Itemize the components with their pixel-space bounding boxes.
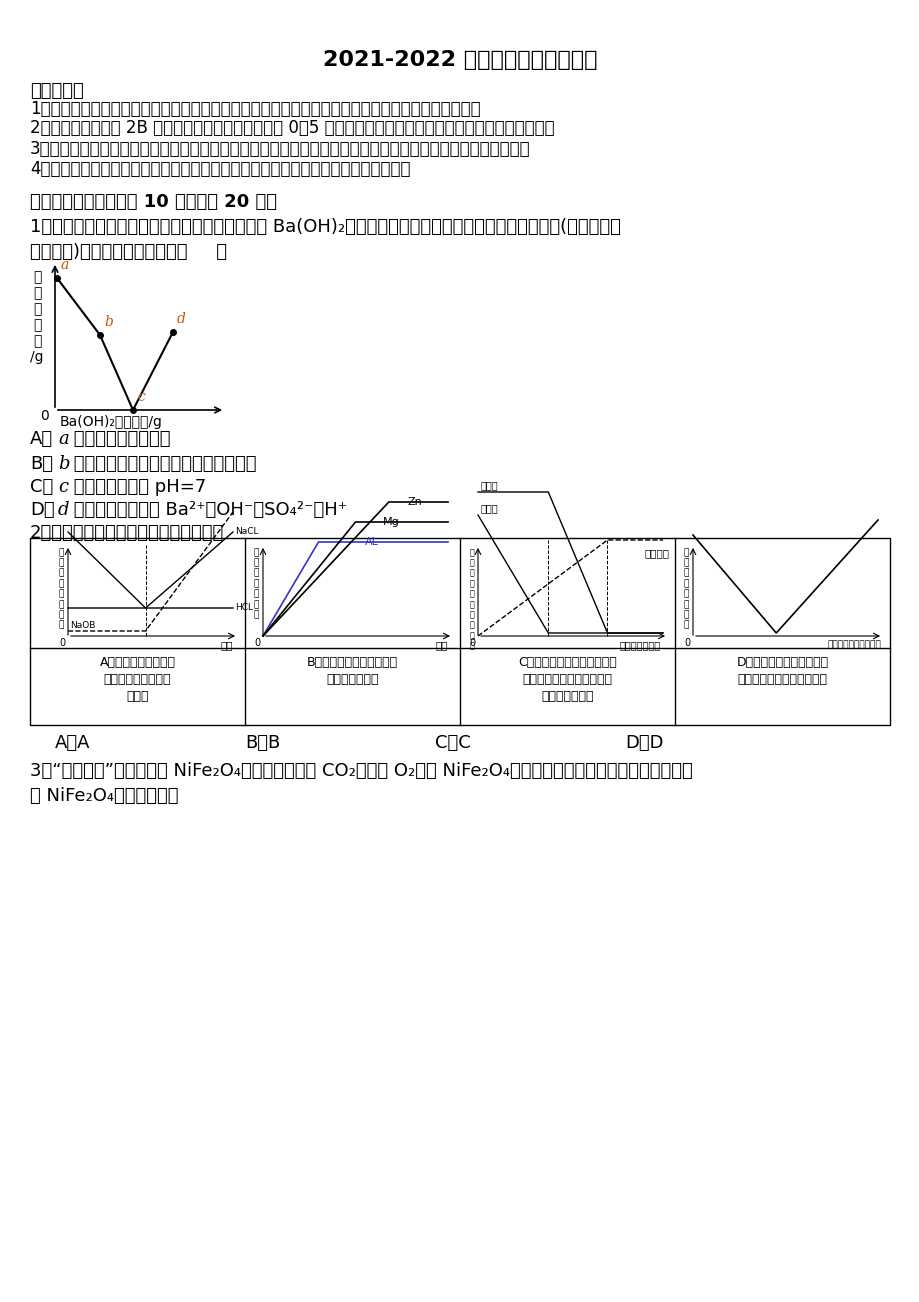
Text: 注意事项：: 注意事项： [30,82,84,100]
Text: NaOB: NaOB [70,621,96,630]
Text: Ba(OH)₂溶液质量/g: Ba(OH)₂溶液质量/g [60,415,163,428]
Text: HCL: HCL [234,604,253,612]
Text: NaCL: NaCL [234,527,258,536]
Text: 3．“神舟六号”太空船利用 NiFe₂O₄将航天员呼出的 CO₂转化为 O₂，而 NiFe₂O₄的质量和化学性质在反应前后都不变。: 3．“神舟六号”太空船利用 NiFe₂O₄将航天员呼出的 CO₂转化为 O₂，而… [30,762,692,780]
Text: 液混合: 液混合 [126,690,149,703]
Text: D．: D． [30,501,54,519]
Text: 产
生
氪
气
的
质
量: 产 生 氪 气 的 质 量 [254,548,259,620]
Text: 点溶液中有较多的 Ba²⁺、OH⁻、SO₄²⁻、H⁺: 点溶液中有较多的 Ba²⁺、OH⁻、SO₄²⁻、H⁺ [68,501,346,519]
Text: 定溶质质量分数的稀硫酸中: 定溶质质量分数的稀硫酸中 [737,673,826,686]
Text: 硒酸铜: 硒酸铜 [481,480,498,490]
Text: A等质量、等质量分数: A等质量、等质量分数 [99,656,176,669]
Text: A．A: A．A [55,734,90,753]
Text: /g: /g [30,350,44,365]
Text: d: d [58,501,70,519]
Text: 2021-2022 学年中考化学模拟试卷: 2021-2022 学年中考化学模拟试卷 [323,49,596,70]
Text: 时间: 时间 [435,641,448,650]
Text: 度的变化)，下列分析正确的是（     ）: 度的变化)，下列分析正确的是（ ） [30,243,227,260]
Text: 0: 0 [684,638,690,648]
Text: 0: 0 [40,409,49,423]
Text: C．C: C．C [435,734,471,753]
Text: A．: A． [30,430,53,448]
Text: B．: B． [30,454,53,473]
Text: C．: C． [30,478,53,496]
Text: 等质量分数的硒酸銀和硒酸: 等质量分数的硒酸銀和硒酸 [522,673,612,686]
Text: 2．选择题必须使用 2B 铅笔填涂；非选择题必须使用 0．5 毫米黑色字迹的签字笔书写，字体工整、笔迹清楚。: 2．选择题必须使用 2B 铅笔填涂；非选择题必须使用 0．5 毫米黑色字迹的签字… [30,118,554,137]
Text: 2．下列图像不能正确反应变化关系的是: 2．下列图像不能正确反应变化关系的是 [30,523,224,542]
Text: c: c [58,478,68,496]
Text: 时间: 时间 [221,641,233,650]
Text: 量的稀硫酸反应: 量的稀硫酸反应 [326,673,379,686]
Text: b: b [58,454,70,473]
Bar [30,538,889,725]
Text: 一、单选题（本大题共 10 小题，共 20 分）: 一、单选题（本大题共 10 小题，共 20 分） [30,193,277,211]
Text: 0: 0 [470,638,475,648]
Text: 1．答题前，考生先将自己的姓名、准考证号填写清楚，将条形码准确粘贴在考生信息条形码粘贴区。: 1．答题前，考生先将自己的姓名、准考证号填写清楚，将条形码准确粘贴在考生信息条形… [30,100,480,118]
Text: a: a [61,258,69,272]
Text: 硒酸亚鐵: 硒酸亚鐵 [644,548,669,559]
Text: a: a [58,430,69,448]
Text: 则 NiFe₂O₄在该反应中是: 则 NiFe₂O₄在该反应中是 [30,786,178,805]
Text: 1．室温时，随着向盛有稀硫酸的烧杯中逐滴加入 Ba(OH)₂溶液，烧杯内溶液中的溶质质量变化如图所示(忽略溶液温: 1．室温时，随着向盛有稀硫酸的烧杯中逐滴加入 Ba(OH)₂溶液，烧杯内溶液中的… [30,217,620,236]
Text: B．B: B．B [244,734,280,753]
Text: 的稀酸和氪氧化钓溶: 的稀酸和氪氧化钓溶 [104,673,171,686]
Text: 加入氪氧化钓固体质量: 加入氪氧化钓固体质量 [826,641,880,648]
Text: D将氪氧化钓固体加入到一: D将氪氧化钓固体加入到一 [735,656,828,669]
Text: B等质量的镁、铝、锥与足: B等质量的镁、铝、锥与足 [307,656,398,669]
Text: 点烧杯内液体的 pH=7: 点烧杯内液体的 pH=7 [68,478,206,496]
Text: Zn: Zn [407,497,422,506]
Text: 溶
液
中
各
溶
质
质
量
分
数: 溶 液 中 各 溶 质 质 量 分 数 [469,548,473,651]
Text: 溶: 溶 [33,270,41,284]
Text: AL: AL [364,536,379,547]
Text: 加入鐵粉的质量: 加入鐵粉的质量 [619,641,660,650]
Text: 硒酸銀: 硒酸銀 [481,503,498,513]
Text: 量: 量 [33,335,41,348]
Text: 溶
液
中
各
溶
质
质
量: 溶 液 中 各 溶 质 质 量 [59,548,64,630]
Text: 溶
液
溶
质
质
量
分
数: 溶 液 溶 质 质 量 分 数 [683,548,688,630]
Text: C将过量的鐵粉加入等质量，: C将过量的鐵粉加入等质量， [517,656,617,669]
Text: 质: 质 [33,286,41,299]
Text: 铜的混合溶液中: 铜的混合溶液中 [540,690,593,703]
Text: b: b [104,315,113,329]
Text: 4．保持卡面清洁，不要折叠，不要弄破、弄皱，不准使用涂改液、修正带、划纸刀。: 4．保持卡面清洁，不要折叠，不要弄破、弄皱，不准使用涂改液、修正带、划纸刀。 [30,160,410,178]
Text: 3．请按照题号顺序在各题目的答题区域内作答，超出答题区域书写的答案无效；在草稿纸、试题卷上答题无效。: 3．请按照题号顺序在各题目的答题区域内作答，超出答题区域书写的答案无效；在草稿纸… [30,141,530,158]
Text: 点溶液中有两种溶质: 点溶液中有两种溶质 [68,430,170,448]
Text: c: c [137,391,144,404]
Text: 0: 0 [60,638,66,648]
Text: 0: 0 [255,638,261,648]
Text: D．D: D．D [624,734,663,753]
Text: 点溶液中滴加紫色石蕊溶液，溶液变蓝: 点溶液中滴加紫色石蕊溶液，溶液变蓝 [68,454,256,473]
Text: d: d [176,312,186,326]
Text: 的: 的 [33,302,41,316]
Text: 质: 质 [33,318,41,332]
Text: Mg: Mg [383,517,400,527]
